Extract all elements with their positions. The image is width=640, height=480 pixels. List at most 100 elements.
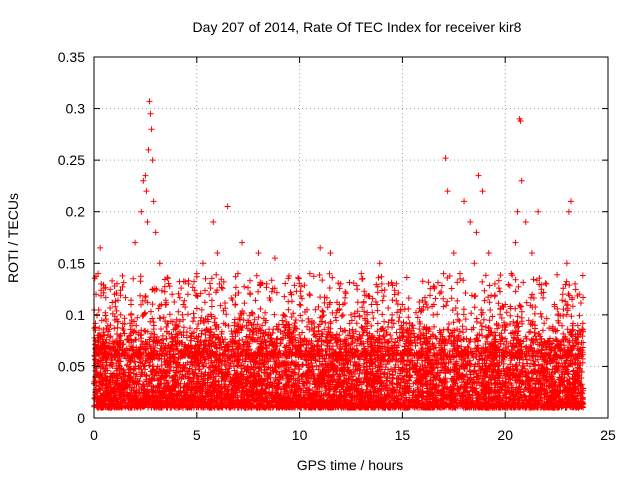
data-point <box>565 208 572 215</box>
data-point <box>140 177 147 184</box>
data-point <box>156 260 163 267</box>
data-point <box>502 301 509 308</box>
data-point <box>206 291 213 298</box>
data-point <box>567 198 574 205</box>
dense-point-band <box>91 270 587 411</box>
data-point <box>95 270 102 277</box>
data-point <box>461 198 468 205</box>
data-point <box>132 239 139 246</box>
data-points <box>93 98 583 339</box>
data-point <box>214 249 221 256</box>
x-tick-label: 5 <box>193 427 201 443</box>
data-point <box>528 249 535 256</box>
data-point <box>368 301 375 308</box>
data-point <box>473 229 480 236</box>
data-point <box>145 146 152 153</box>
y-tick-label: 0.25 <box>58 152 85 168</box>
data-point <box>179 311 186 318</box>
x-tick-label: 25 <box>600 427 616 443</box>
data-point <box>389 311 396 318</box>
data-point <box>518 177 525 184</box>
data-point <box>107 322 114 329</box>
data-point <box>111 291 118 298</box>
x-tick-label: 10 <box>292 427 308 443</box>
data-point <box>143 188 150 195</box>
data-point <box>376 260 383 267</box>
data-point <box>271 255 278 262</box>
y-tick-label: 0.05 <box>58 358 85 374</box>
chart-title: Day 207 of 2014, Rate Of TEC Index for r… <box>193 19 522 35</box>
y-tick-label: 0.2 <box>66 204 86 220</box>
data-point <box>430 311 437 318</box>
data-point <box>543 280 550 287</box>
data-point <box>149 157 156 164</box>
data-point <box>234 270 241 277</box>
data-point <box>576 291 583 298</box>
data-point <box>147 110 154 117</box>
x-axis-label: GPS time / hours <box>297 457 404 473</box>
data-point <box>471 260 478 267</box>
data-point <box>517 117 524 124</box>
plot-frame <box>93 56 609 419</box>
data-point <box>142 172 149 179</box>
data-point <box>144 219 151 226</box>
y-tick-label: 0 <box>77 410 85 426</box>
dense-band-markers <box>91 270 587 411</box>
data-point <box>450 249 457 256</box>
data-point <box>440 270 447 277</box>
x-tick-label: 15 <box>395 427 411 443</box>
data-point <box>117 311 124 318</box>
y-tick-label: 0.1 <box>66 307 86 323</box>
data-point <box>146 98 153 105</box>
data-point <box>419 332 426 339</box>
y-tick-label: 0.15 <box>58 255 85 271</box>
data-point <box>169 291 176 298</box>
data-point <box>173 322 180 329</box>
data-point <box>508 270 515 277</box>
data-point <box>491 280 498 287</box>
data-point <box>399 301 406 308</box>
data-point <box>152 229 159 236</box>
data-point <box>317 244 324 251</box>
data-point <box>193 270 200 277</box>
data-point <box>535 208 542 215</box>
x-tick-label: 20 <box>497 427 513 443</box>
data-point <box>572 280 579 287</box>
y-axis-label: ROTI / TECUs <box>5 193 21 283</box>
data-point <box>514 208 521 215</box>
data-point <box>216 280 223 287</box>
data-point <box>239 239 246 246</box>
data-point <box>306 270 313 277</box>
data-point <box>162 301 169 308</box>
data-point <box>337 280 344 287</box>
data-point <box>378 280 385 287</box>
data-point <box>563 260 570 267</box>
data-point <box>148 126 155 133</box>
data-point <box>485 249 492 256</box>
x-tick-label: 0 <box>90 427 98 443</box>
data-point <box>150 198 157 205</box>
data-point <box>101 332 108 339</box>
data-point <box>409 322 416 329</box>
data-point <box>199 260 206 267</box>
data-point <box>348 311 354 318</box>
data-point <box>97 244 104 251</box>
data-point <box>280 311 287 318</box>
data-point <box>98 280 105 287</box>
axis-ticks: 0 0.05 0.1 0.15 0.2 0.25 0.3 0.35 0 5 10 15 20 25 <box>58 49 616 443</box>
data-point <box>467 219 474 226</box>
data-point <box>327 249 334 256</box>
data-point <box>522 219 529 226</box>
data-point <box>479 188 486 195</box>
data-point <box>296 301 303 308</box>
data-point <box>224 203 231 210</box>
data-point <box>138 208 145 215</box>
y-tick-label: 0.35 <box>58 49 85 65</box>
data-point <box>456 270 463 277</box>
data-point <box>185 280 192 287</box>
data-point <box>210 219 217 226</box>
data-point <box>559 291 566 298</box>
data-point <box>444 188 451 195</box>
data-point <box>247 291 254 298</box>
